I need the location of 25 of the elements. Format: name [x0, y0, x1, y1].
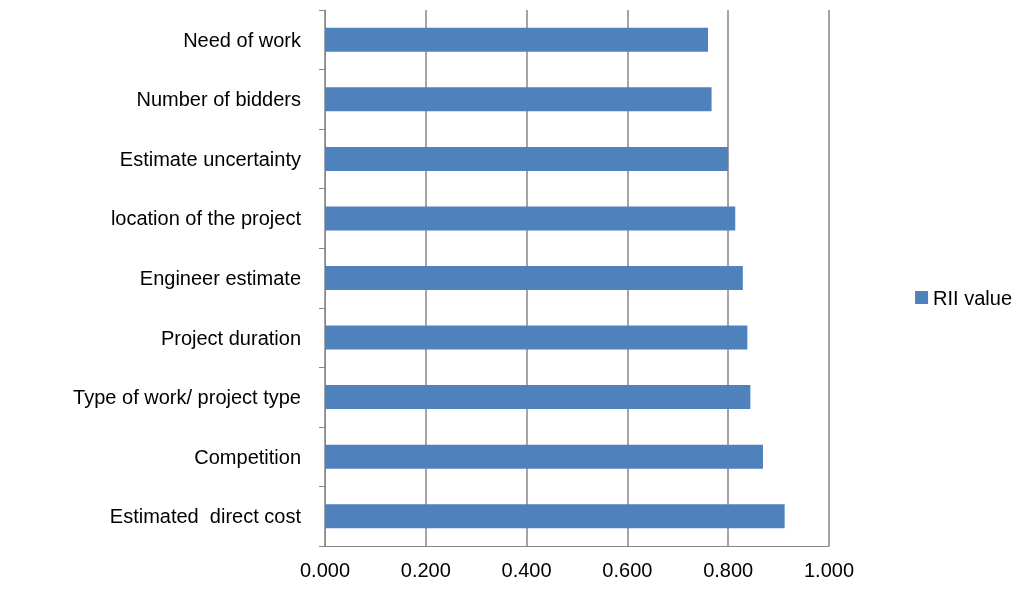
bar [325, 385, 751, 410]
y-tick-label: Competition [194, 445, 301, 468]
y-tick-label: location of the project [110, 207, 302, 230]
y-tick-label: Type of work/ project type [73, 386, 301, 409]
x-tick-label: 0.800 [703, 559, 754, 581]
x-tick-label: 0.600 [602, 559, 653, 581]
x-tick-label: 0.200 [400, 559, 451, 581]
x-tick-label: 0.400 [501, 559, 552, 581]
y-tick-label: Engineer estimate [139, 267, 301, 289]
bar [325, 27, 709, 52]
bar [325, 146, 729, 171]
bar [325, 266, 743, 290]
y-tick-label: Number of bidders [136, 88, 301, 111]
bar [325, 444, 763, 469]
y-tick-label: Estimate uncertainty [119, 147, 301, 170]
legend-label: RII value [933, 286, 1013, 309]
y-tick-label: Estimated direct cost [109, 505, 302, 528]
bar [325, 206, 736, 231]
bar [325, 325, 748, 350]
x-tick-label: 0.000 [299, 559, 351, 581]
x-tick-label: 1.000 [803, 559, 855, 581]
y-tick-label: Need of work [183, 28, 302, 51]
bar [325, 87, 712, 112]
bar [325, 504, 785, 529]
y-tick-label: Project duration [160, 326, 301, 349]
